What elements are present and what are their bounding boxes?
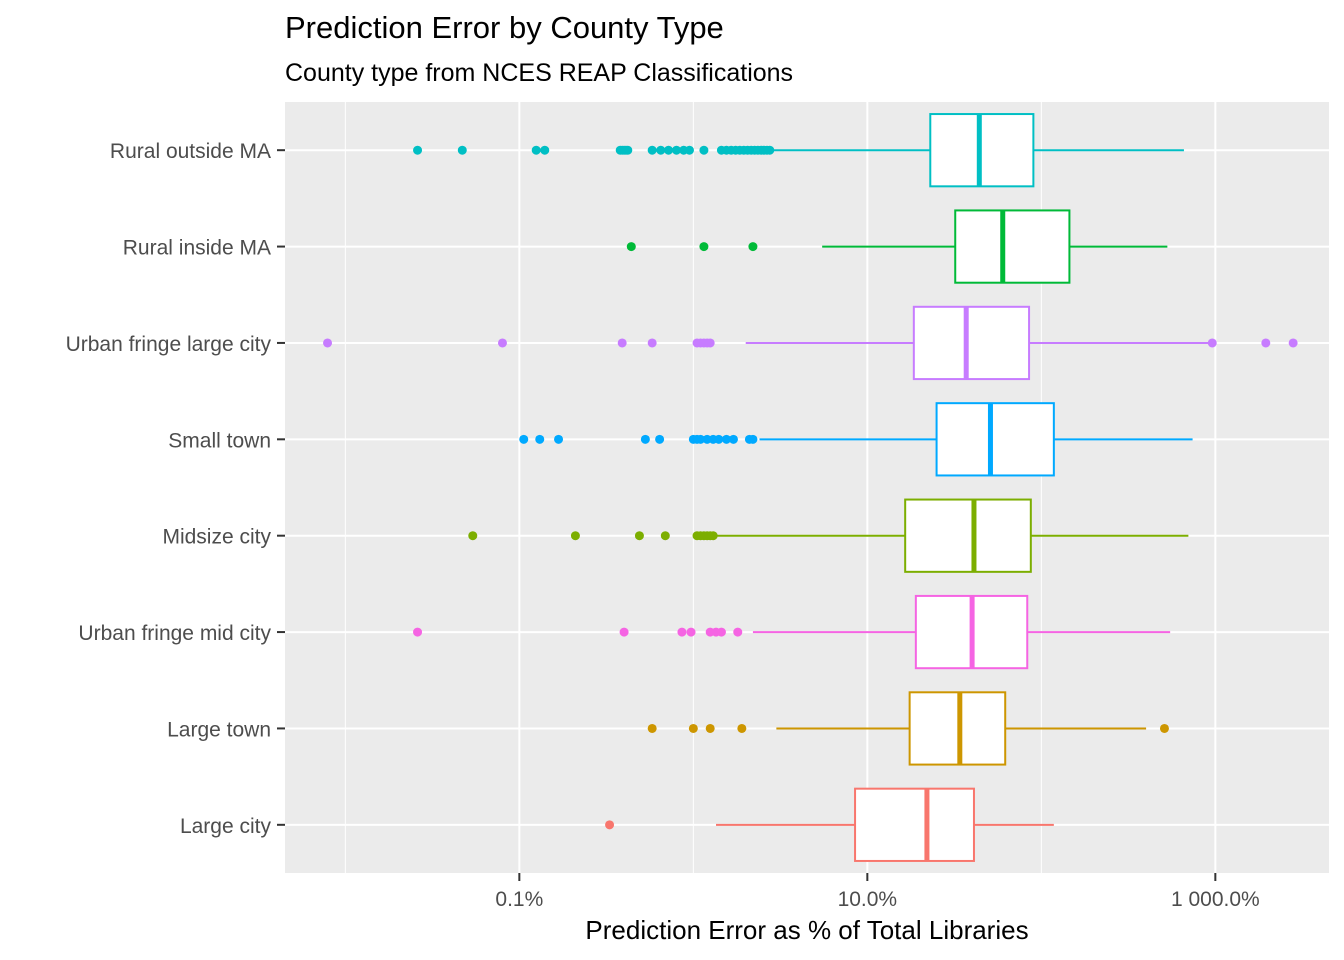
outlier-point (688, 723, 698, 733)
box-rural-outside-ma (929, 113, 1035, 188)
outlier-point (737, 723, 747, 733)
plot-panel (285, 102, 1329, 873)
y-tick-label: Rural inside MA (123, 237, 271, 260)
box-large-city (854, 787, 975, 862)
y-tick-label: Small town (168, 429, 271, 452)
outlier-point (660, 531, 670, 541)
outlier-point (554, 434, 564, 444)
outlier-point (684, 145, 694, 155)
outlier-point (656, 145, 666, 155)
outlier-point (323, 338, 333, 348)
outlier-point (748, 434, 758, 444)
outlier-point (497, 338, 507, 348)
box-urban-fringe-large-city (912, 305, 1031, 381)
box-small-town (935, 402, 1055, 477)
outlier-point (640, 434, 650, 444)
outlier-point (716, 627, 726, 637)
outlier-point (664, 145, 674, 155)
outlier-point (619, 627, 629, 637)
outlier-point (605, 820, 615, 830)
y-tick-label: Midsize city (162, 526, 271, 549)
outlier-point (699, 145, 709, 155)
outlier-point (696, 434, 706, 444)
outlier-point (677, 627, 687, 637)
outlier-point (1288, 338, 1298, 348)
y-tick-label: Urban fringe mid city (78, 622, 271, 645)
x-tick-label: 0.1% (495, 888, 543, 911)
outlier-point (535, 434, 545, 444)
outlier-point (705, 338, 715, 348)
chart-title: Prediction Error by County Type (285, 10, 724, 45)
y-tick-label: Large city (180, 815, 272, 838)
outlier-point (714, 434, 724, 444)
outlier-point (519, 434, 529, 444)
outlier-point (468, 531, 478, 541)
outlier-point (413, 627, 423, 637)
outlier-point (733, 627, 743, 637)
outlier-point (647, 338, 657, 348)
outlier-point (699, 242, 709, 252)
box-midsize-city (904, 498, 1032, 573)
outlier-point (647, 145, 657, 155)
outlier-point (647, 723, 657, 733)
outlier-point (617, 338, 627, 348)
outlier-point (570, 531, 580, 541)
x-tick-label: 1 000.0% (1171, 888, 1260, 911)
outlier-point (634, 531, 644, 541)
x-tick-label: 10.0% (838, 888, 898, 911)
outlier-point (626, 242, 636, 252)
outlier-point (686, 627, 696, 637)
outlier-point (531, 145, 541, 155)
outlier-point (708, 531, 718, 541)
outlier-point (748, 242, 758, 252)
y-tick-label: Large town (167, 718, 271, 741)
outlier-point (721, 434, 731, 444)
outlier-point (728, 434, 738, 444)
outlier-point (1207, 338, 1217, 348)
outlier-point (655, 434, 665, 444)
y-tick-label: Urban fringe large city (66, 333, 272, 356)
outlier-point (1261, 338, 1271, 348)
outlier-point (623, 145, 633, 155)
y-tick-label: Rural outside MA (110, 140, 271, 163)
outlier-point (1159, 723, 1169, 733)
outlier-point (540, 145, 550, 155)
x-axis-title: Prediction Error as % of Total Libraries (585, 915, 1028, 945)
box-rural-inside-ma (954, 209, 1071, 284)
outlier-point (457, 145, 467, 155)
outlier-point (671, 145, 681, 155)
outlier-point (705, 723, 715, 733)
outlier-point (413, 145, 423, 155)
chart-subtitle: County type from NCES REAP Classificatio… (285, 59, 794, 87)
outlier-point (765, 145, 775, 155)
